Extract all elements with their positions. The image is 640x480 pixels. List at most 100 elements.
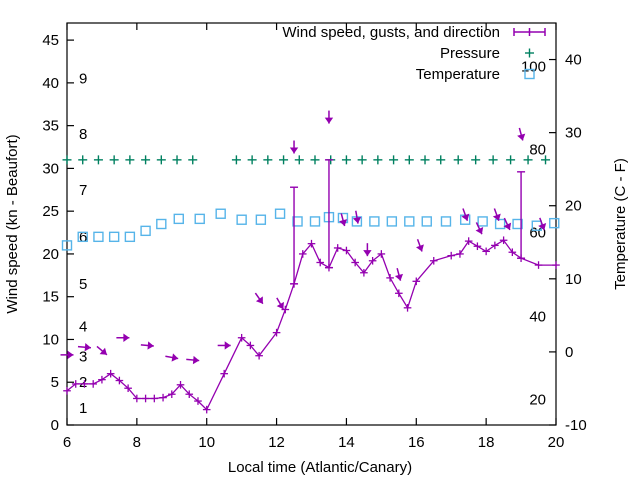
arrow-head <box>538 223 547 231</box>
wind-speed-point <box>150 394 159 403</box>
beaufort-label: 9 <box>79 71 87 88</box>
wind-speed-point <box>377 250 386 258</box>
wind-direction-arrow <box>217 341 231 350</box>
x-tick-label: 6 <box>63 434 71 451</box>
arrow-head <box>324 117 334 124</box>
y-tick-label: 10 <box>42 331 59 348</box>
wind-speed-point <box>80 380 89 388</box>
wind-speed-point <box>141 394 150 403</box>
y-tick-label: 0 <box>51 417 59 434</box>
wind-speed-point <box>246 341 255 350</box>
temperature-point <box>494 218 506 230</box>
fahrenheit-label: 40 <box>529 308 546 325</box>
pressure-point <box>389 155 399 165</box>
arrow-head <box>339 219 348 227</box>
beaufort-label: 4 <box>79 319 87 336</box>
wind-direction-arrow <box>254 292 264 305</box>
temperature-point <box>173 213 184 225</box>
wind-speed-point <box>255 351 263 360</box>
wind-direction-arrow <box>116 333 130 342</box>
beaufort-label: 2 <box>79 374 87 391</box>
temperature-point <box>274 208 286 219</box>
wind-speed-point <box>98 375 106 384</box>
wind-speed-point <box>552 261 560 269</box>
wind-speed-point <box>71 380 80 388</box>
wind-speed-point <box>351 258 359 267</box>
wind-direction-arrow <box>475 222 484 235</box>
wind-direction-arrow <box>416 239 424 252</box>
pressure-point <box>420 155 430 165</box>
arrow-head <box>363 250 372 257</box>
wind-direction-arrow <box>363 243 372 257</box>
wind-speed-point <box>491 241 499 250</box>
y-tick-label: 5 <box>51 374 59 391</box>
pressure-point <box>341 155 351 165</box>
wind-direction-arrow <box>60 350 74 360</box>
wind-speed-point <box>237 333 246 342</box>
beaufort-label: 7 <box>79 182 87 199</box>
pressure-point <box>109 155 119 165</box>
pressure-point <box>93 155 103 165</box>
arrow-head <box>224 341 231 350</box>
arrow-head <box>123 333 130 342</box>
wind-direction-arrow <box>339 213 348 227</box>
wind-direction-arrow <box>186 355 200 365</box>
arrow-head <box>84 343 91 352</box>
arrow-head <box>461 213 470 221</box>
pressure-point <box>310 155 320 165</box>
x-tick-label: 20 <box>548 434 565 451</box>
wind-speed-point <box>534 261 543 269</box>
wind-speed-point <box>517 254 525 263</box>
legend-sample-errorbar <box>513 28 546 36</box>
pressure-point <box>541 155 551 165</box>
temperature-point <box>108 231 120 243</box>
pressure-point <box>453 155 463 165</box>
wind-speed-point <box>316 258 325 267</box>
beaufort-label: 3 <box>79 349 87 366</box>
temperature-point <box>124 231 136 243</box>
wind-speed-point <box>63 386 71 395</box>
wind-speed-line <box>66 239 556 411</box>
pressure-point <box>172 155 182 165</box>
pressure-point <box>247 155 257 165</box>
temperature-point <box>421 216 432 227</box>
y-tick-label: 40 <box>42 75 59 92</box>
fahrenheit-label: 100 <box>521 59 546 76</box>
wind-direction-arrow <box>77 343 92 352</box>
arrow-head <box>416 244 424 252</box>
temperature-point <box>215 208 226 219</box>
pressure-point <box>373 155 383 165</box>
wind-direction-arrow <box>461 208 470 221</box>
wind-speed-point <box>194 397 202 405</box>
temperature-point <box>292 216 303 227</box>
wind-speed-point <box>167 390 176 399</box>
wind-speed-point <box>333 244 342 252</box>
pressure-point <box>263 155 273 165</box>
wind-speed-point <box>176 381 185 389</box>
wind-speed-point <box>368 256 377 265</box>
x-tick-label: 18 <box>478 434 495 451</box>
wind-direction-arrow <box>517 127 526 141</box>
plot-frame <box>66 22 557 426</box>
wind-speed-point <box>272 328 281 337</box>
pressure-point <box>156 155 166 165</box>
pressure-point <box>488 155 498 165</box>
legend-label-0: Wind speed, gusts, and direction <box>282 24 500 41</box>
wind-speed-point <box>325 263 333 272</box>
pressure-point <box>279 155 289 165</box>
wind-direction-arrow <box>165 353 179 362</box>
temperature-point <box>255 214 267 225</box>
wind-speed-point <box>447 251 456 260</box>
temperature-point <box>477 216 488 227</box>
pressure-point <box>62 155 72 165</box>
wind-speed-point <box>403 304 412 312</box>
temperature-point <box>61 240 73 251</box>
y2-tick-label: 30 <box>565 125 582 142</box>
x-tick-label: 16 <box>408 434 425 451</box>
arrow-head <box>289 147 299 154</box>
arrow-head <box>99 347 107 355</box>
y2-tick-label: 10 <box>565 271 582 288</box>
arrow-head <box>147 341 154 350</box>
y2-tick-label: 20 <box>565 198 582 215</box>
wind-speed-point <box>106 369 115 378</box>
